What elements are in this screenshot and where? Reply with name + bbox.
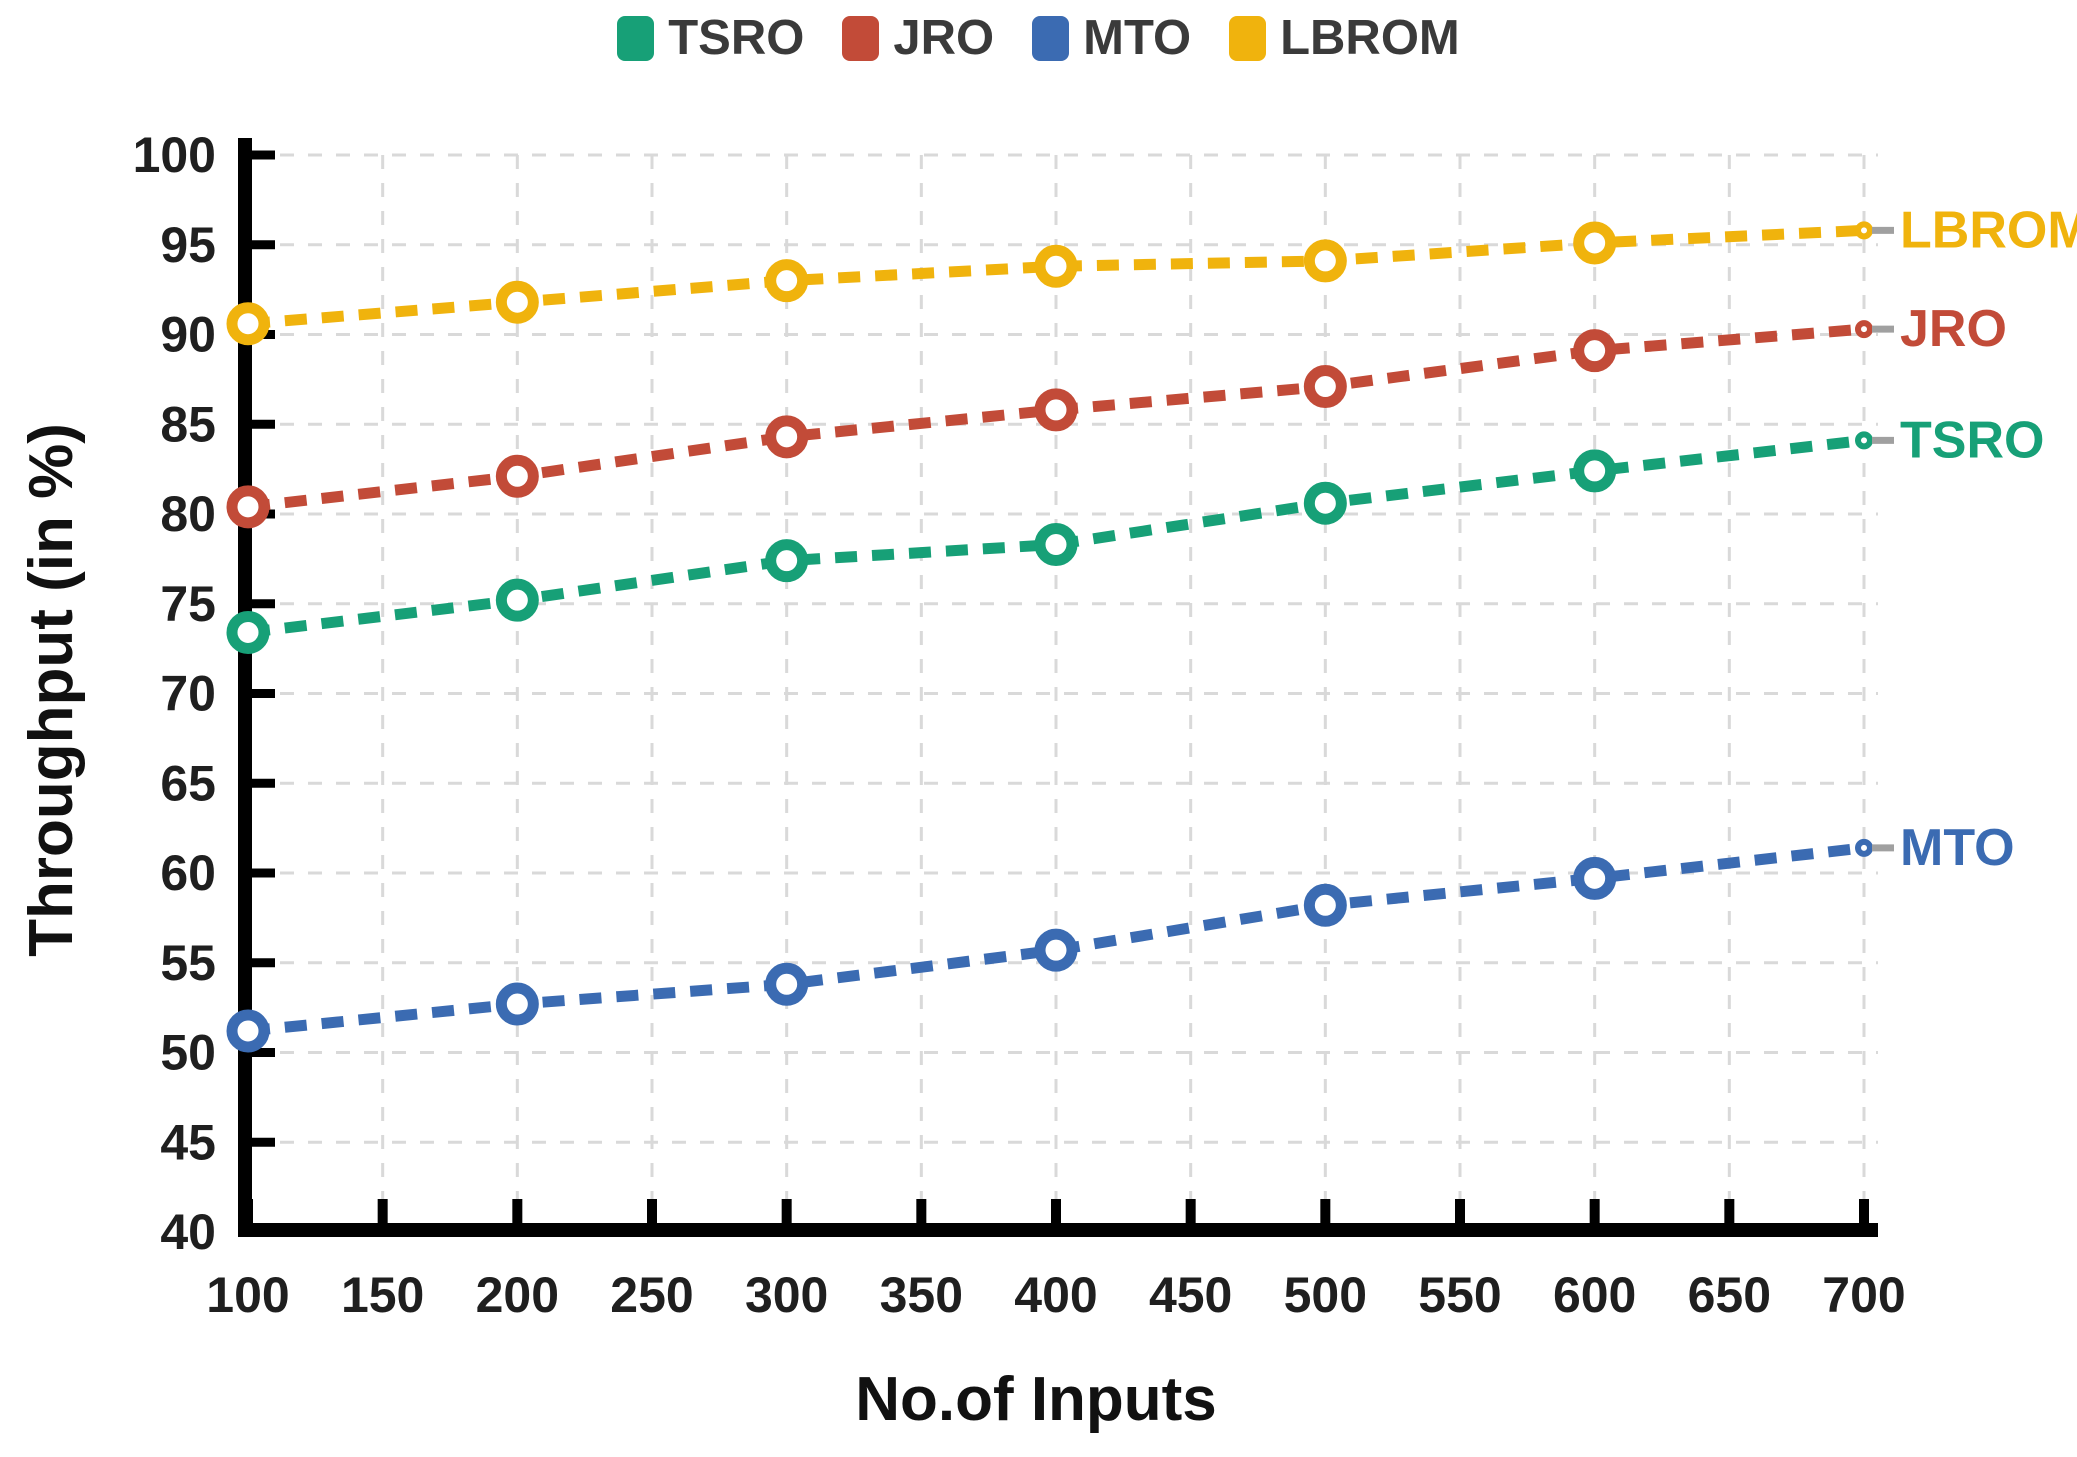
y-tick-label: 50: [160, 1025, 216, 1081]
y-tick-label: 40: [160, 1204, 216, 1260]
x-tick-label: 600: [1553, 1267, 1636, 1323]
data-point-jro-600: [1573, 329, 1617, 373]
data-point-tsro-300: [765, 539, 809, 583]
data-point-lbrom-500: [1303, 239, 1347, 283]
series-end-label-mto: MTO: [1900, 819, 2015, 877]
x-tick-label: 450: [1149, 1267, 1232, 1323]
x-tick-label: 700: [1822, 1267, 1905, 1323]
data-point-tsro-600: [1573, 449, 1617, 493]
data-point-lbrom-300: [765, 259, 809, 303]
x-tick-label: 400: [1014, 1267, 1097, 1323]
data-point-lbrom-200: [495, 280, 539, 324]
data-point-mto-300: [765, 962, 809, 1006]
x-tick-label: 100: [206, 1267, 289, 1323]
data-point-lbrom-400: [1034, 244, 1078, 288]
y-tick-label: 90: [160, 307, 216, 363]
y-tick-label: 55: [160, 935, 216, 991]
x-tick-label: 350: [880, 1267, 963, 1323]
x-tick-label: 650: [1688, 1267, 1771, 1323]
series-end-label-tsro: TSRO: [1900, 411, 2044, 469]
data-point-lbrom-600: [1573, 221, 1617, 265]
data-point-mto-200: [495, 982, 539, 1026]
data-point-tsro-500: [1303, 481, 1347, 525]
y-tick-label: 100: [133, 127, 216, 183]
y-tick-label: 95: [160, 217, 216, 273]
x-axis-title: No.of Inputs: [855, 1365, 1217, 1434]
data-point-tsro-100: [226, 610, 270, 654]
data-point-jro-200: [495, 454, 539, 498]
data-point-lbrom-700: [1855, 221, 1873, 240]
data-point-tsro-200: [495, 578, 539, 622]
y-tick-label: 65: [160, 755, 216, 811]
y-tick-label: 60: [160, 845, 216, 901]
y-axis-title: Throughput (in %): [17, 423, 86, 957]
y-tick-label: 70: [160, 666, 216, 722]
y-tick-label: 45: [160, 1114, 216, 1170]
x-tick-label: 200: [476, 1267, 559, 1323]
x-tick-label: 250: [610, 1267, 693, 1323]
y-tick-label: 75: [160, 576, 216, 632]
data-point-jro-300: [765, 415, 809, 459]
data-point-jro-100: [226, 485, 270, 529]
x-tick-label: 300: [745, 1267, 828, 1323]
y-tick-label: 85: [160, 396, 216, 452]
data-point-mto-600: [1573, 856, 1617, 900]
data-point-jro-400: [1034, 388, 1078, 432]
x-tick-label: 500: [1284, 1267, 1367, 1323]
data-point-mto-500: [1303, 883, 1347, 927]
data-point-tsro-400: [1034, 523, 1078, 567]
data-point-jro-700: [1855, 320, 1873, 339]
x-tick-label: 150: [341, 1267, 424, 1323]
data-point-tsro-700: [1855, 431, 1873, 450]
y-tick-label: 80: [160, 486, 216, 542]
x-tick-label: 550: [1418, 1267, 1501, 1323]
data-point-lbrom-100: [226, 302, 270, 346]
series-end-label-jro: JRO: [1900, 300, 2007, 358]
data-point-jro-500: [1303, 365, 1347, 409]
data-point-mto-100: [226, 1009, 270, 1053]
data-point-mto-400: [1034, 928, 1078, 972]
series-end-label-lbrom: LBROM: [1900, 201, 2077, 259]
data-point-mto-700: [1855, 838, 1873, 857]
